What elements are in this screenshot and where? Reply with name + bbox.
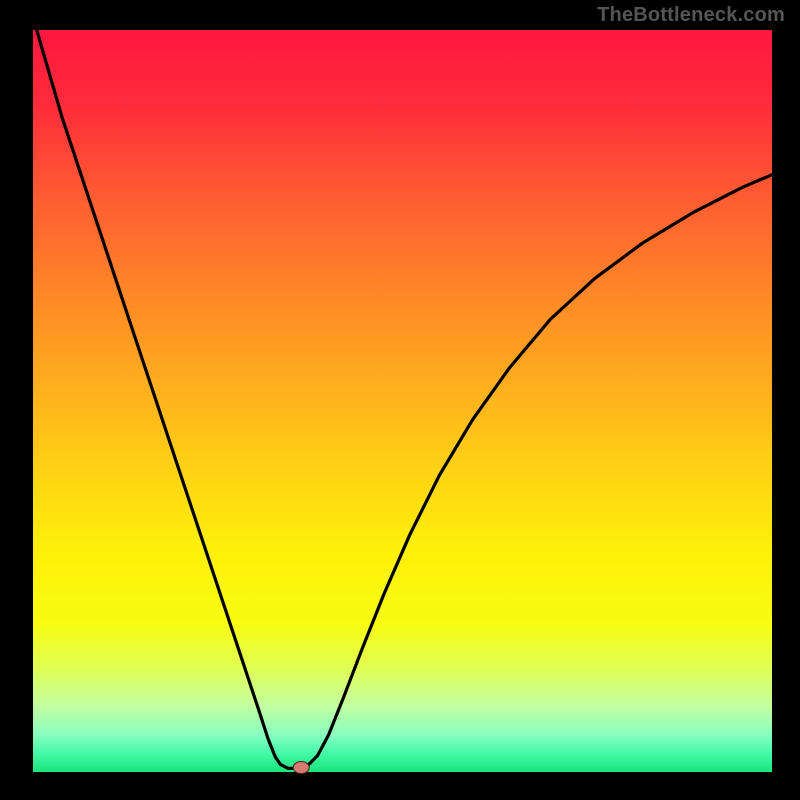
watermark-text: TheBottleneck.com <box>597 4 785 27</box>
plot-background <box>33 30 772 772</box>
bottleneck-chart <box>0 0 800 800</box>
chart-container: TheBottleneck.com <box>0 0 800 800</box>
optimal-point-marker <box>293 762 309 774</box>
